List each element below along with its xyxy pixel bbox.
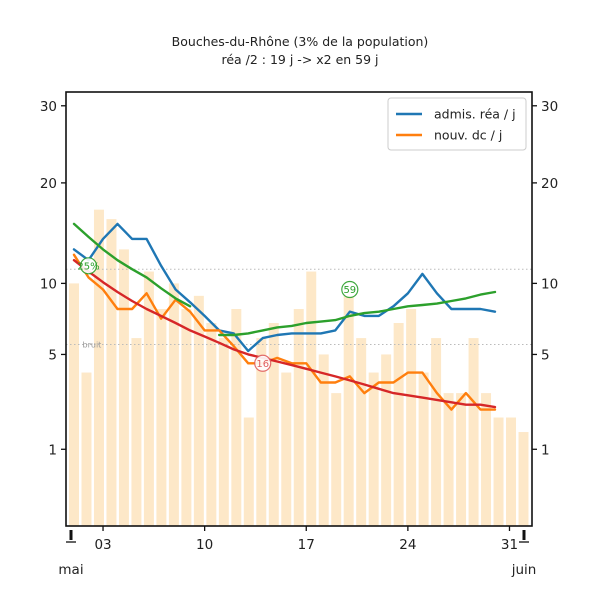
noise-bar — [318, 354, 329, 526]
noise-bar — [518, 432, 529, 526]
noise-bar — [443, 393, 454, 526]
y-tick-label: 10 — [40, 276, 57, 292]
chart-subtitle: réa /2 : 19 j -> x2 en 59 j — [221, 52, 378, 67]
month-tick-mark — [69, 530, 73, 540]
noise-bar — [143, 271, 154, 526]
month-label: juin — [511, 562, 537, 578]
noise-bar — [331, 393, 342, 526]
bars-layer — [69, 209, 529, 527]
noise-bar — [306, 271, 317, 526]
noise-bar — [368, 372, 379, 526]
noise-bar — [293, 309, 304, 526]
x-axis: 03 10 17 24 31 mai juin — [58, 526, 536, 578]
annotations-layer: 25% 59 16 bruit — [77, 257, 359, 372]
y-tick-label: 5 — [48, 347, 57, 363]
y-tick-label: 5 — [541, 347, 550, 363]
noise-bar — [118, 249, 129, 527]
annotation-label: 16 — [256, 359, 269, 370]
annotation-label: 59 — [343, 285, 356, 296]
noise-bar — [493, 417, 504, 526]
noise-bar — [81, 372, 92, 526]
noise-bar — [193, 295, 204, 526]
noise-bar — [381, 354, 392, 526]
month-label: mai — [58, 562, 83, 578]
annotation-marker — [341, 280, 359, 299]
series-line — [72, 259, 497, 409]
series-line — [72, 222, 497, 337]
y-axis-right: 1 5 10 20 30 — [532, 99, 558, 458]
noise-bar — [281, 372, 292, 526]
y-tick-label: 30 — [541, 99, 558, 115]
y-tick-label: 1 — [48, 442, 57, 458]
noise-bar — [181, 309, 192, 526]
legend-label: admis. réa / j — [434, 107, 516, 122]
y-axis-left: 1 5 10 20 30 — [40, 99, 66, 458]
reference-lines — [66, 268, 532, 345]
noise-bar — [456, 393, 467, 526]
y-tick-label: 10 — [541, 276, 558, 292]
noise-bar — [506, 417, 517, 526]
noise-bar — [406, 309, 417, 526]
x-tick-label: 10 — [196, 537, 213, 553]
noise-bar — [69, 283, 79, 526]
annotation-marker — [79, 257, 98, 275]
noise-bar — [418, 372, 429, 526]
y-tick-label: 20 — [40, 176, 57, 192]
noise-bar — [168, 283, 179, 526]
noise-bar — [243, 417, 254, 526]
legend-box — [387, 97, 527, 151]
x-tick-label: 24 — [399, 537, 416, 553]
x-tick-label: 31 — [501, 537, 518, 553]
noise-bar — [343, 295, 354, 526]
noise-bar — [231, 309, 242, 526]
y-tick-label: 20 — [541, 176, 558, 192]
noise-bar — [268, 323, 279, 526]
series-line — [72, 222, 497, 353]
noise-bar — [431, 338, 442, 526]
noise-bar — [131, 338, 142, 526]
noise-bar — [156, 309, 167, 526]
noise-bar — [256, 338, 267, 526]
annotation-label: 25% — [77, 261, 99, 272]
annotation-marker — [254, 354, 272, 372]
noise-bar — [481, 393, 492, 526]
noise-bar — [393, 323, 404, 526]
noise-bar — [218, 338, 229, 526]
lines-layer — [72, 222, 497, 411]
series-line — [72, 253, 497, 411]
y-tick-label: 30 — [40, 99, 57, 115]
month-tick-mark — [522, 530, 526, 540]
x-tick-label: 17 — [298, 537, 315, 553]
noise-bar — [93, 209, 104, 527]
noise-bar — [206, 323, 217, 526]
legend-label: nouv. dc / j — [434, 128, 502, 143]
x-tick-label: 03 — [94, 537, 111, 553]
noise-bar — [468, 338, 479, 526]
noise-bar — [356, 338, 367, 526]
legend: admis. réa / j nouv. dc / j — [387, 97, 527, 151]
plot-frame — [65, 91, 533, 527]
annotation-label: bruit — [83, 340, 102, 349]
y-tick-label: 1 — [541, 442, 550, 458]
chart-title: Bouches-du-Rhône (3% de la population) — [172, 34, 429, 49]
noise-bar — [106, 219, 117, 526]
